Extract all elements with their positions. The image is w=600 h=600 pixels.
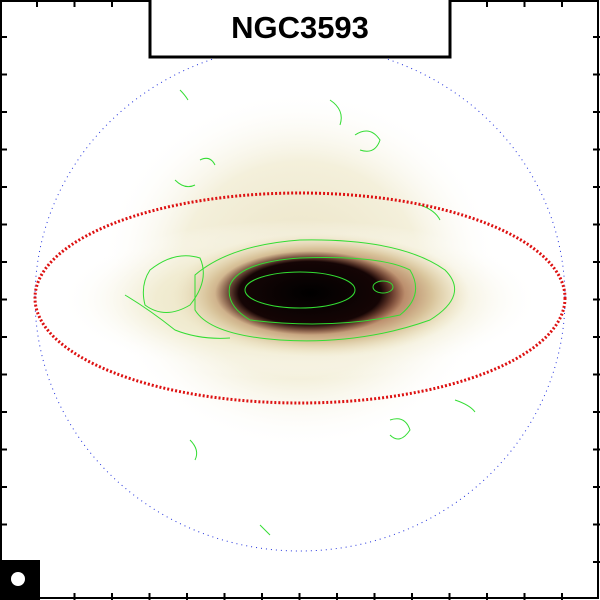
contours [124,89,476,536]
contour [199,157,216,166]
contour [179,89,189,101]
contour [454,399,476,413]
beam [11,572,25,586]
contour [174,179,196,188]
contour [142,255,204,313]
contour [372,280,394,294]
contour [329,99,342,126]
galaxy-core [215,251,405,335]
contour [354,130,381,152]
contour [389,418,411,440]
contour [259,524,271,536]
fit-ellipse [33,191,567,405]
contour [244,271,356,309]
contour [189,439,198,461]
contour [194,239,455,342]
title-box [148,0,452,59]
contour [124,294,231,339]
contour [228,257,417,325]
title: NGC3593 [231,10,369,45]
